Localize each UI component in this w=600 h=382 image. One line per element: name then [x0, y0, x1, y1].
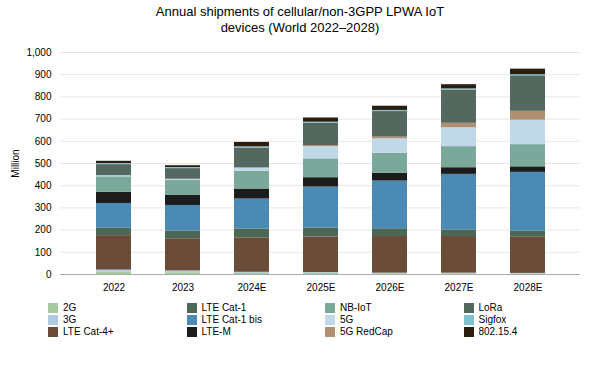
svg-text:800: 800 — [35, 91, 52, 102]
html-text:LTE-M: LTE-M — [201, 326, 231, 337]
svg-text:300: 300 — [35, 202, 52, 213]
html-text:802.15.4: 802.15.4 — [478, 326, 518, 337]
html-text:LTE Cat-1 bis: LTE Cat-1 bis — [201, 314, 262, 325]
svg-text:2023: 2023 — [172, 282, 195, 293]
html-text:5G RedCap: 5G RedCap — [340, 326, 393, 337]
html-text:LoRa: LoRa — [478, 302, 503, 313]
svg-text:2028E: 2028E — [514, 282, 543, 293]
html-text:5G: 5G — [340, 314, 354, 325]
html-text:Annual shipments of cellular/n: Annual shipments of cellular/non-3GPP LP… — [155, 4, 445, 35]
html-text:LTE Cat-1: LTE Cat-1 — [201, 302, 247, 313]
svg-text:2024E: 2024E — [238, 282, 267, 293]
svg-text:2022: 2022 — [103, 282, 126, 293]
svg-text:Million: Million — [10, 149, 21, 177]
html-text:LTE Cat-4+: LTE Cat-4+ — [63, 326, 114, 337]
svg-text:700: 700 — [35, 113, 52, 124]
svg-text:400: 400 — [35, 180, 52, 191]
svg-text:200: 200 — [35, 224, 52, 235]
svg-text:100: 100 — [35, 247, 52, 258]
svg-text:500: 500 — [35, 158, 52, 169]
svg-text:0: 0 — [46, 269, 52, 280]
svg-text:600: 600 — [35, 136, 52, 147]
svg-text:900: 900 — [35, 69, 52, 80]
html-text:2G: 2G — [63, 302, 77, 313]
svg-text:2026E: 2026E — [376, 282, 405, 293]
svg-text:2025E: 2025E — [307, 282, 336, 293]
html-text:3G: 3G — [63, 314, 77, 325]
html-text:NB-IoT: NB-IoT — [340, 302, 372, 313]
svg-text:1,000: 1,000 — [26, 47, 51, 58]
html-text:Sigfox: Sigfox — [478, 314, 507, 325]
svg-text:2027E: 2027E — [445, 282, 474, 293]
